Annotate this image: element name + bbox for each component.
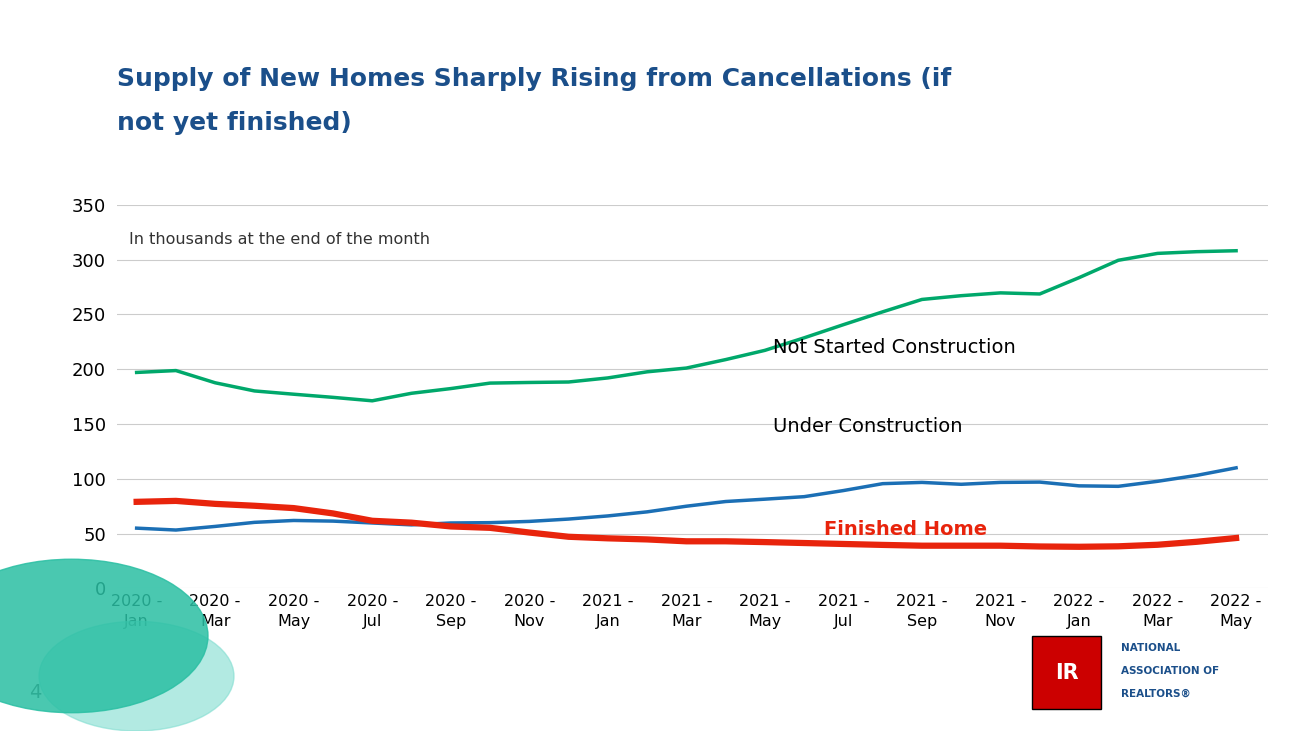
FancyBboxPatch shape [1032, 636, 1101, 709]
Text: REALTORS®: REALTORS® [1121, 689, 1191, 698]
Text: In thousands at the end of the month: In thousands at the end of the month [129, 232, 429, 246]
Text: Supply of New Homes Sharply Rising from Cancellations (if: Supply of New Homes Sharply Rising from … [117, 67, 952, 91]
Text: NATIONAL: NATIONAL [1121, 643, 1180, 654]
Text: 4: 4 [29, 683, 42, 702]
Text: ASSOCIATION OF: ASSOCIATION OF [1121, 666, 1219, 676]
Text: IR: IR [1054, 662, 1078, 683]
Text: Under Construction: Under Construction [772, 417, 962, 436]
Text: Finished Home: Finished Home [824, 520, 987, 539]
Text: not yet finished): not yet finished) [117, 111, 352, 135]
Text: Not Started Construction: Not Started Construction [772, 338, 1015, 357]
